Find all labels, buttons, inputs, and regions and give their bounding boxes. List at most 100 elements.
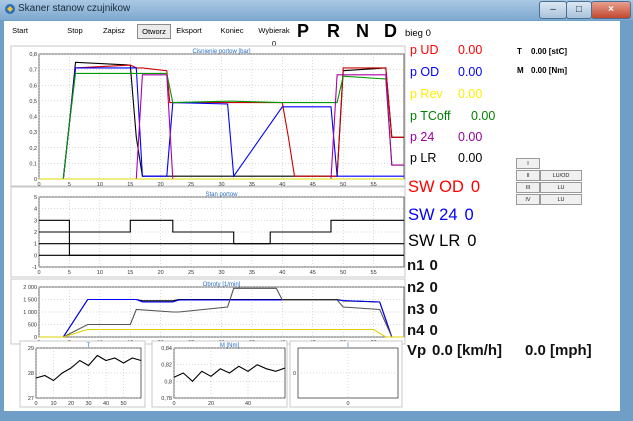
start-button[interactable]: Start — [12, 26, 28, 35]
sw-value: 0 — [464, 206, 474, 224]
vp-kmh: 0.0 [km/h] — [432, 342, 503, 359]
gear-status: bieg 0 — [405, 28, 431, 39]
chart-title: Cisnienie portow [bar] — [192, 49, 250, 55]
clutch-gear-4: IV — [516, 194, 540, 205]
n-label: n1 — [407, 257, 425, 274]
y-tick-label: 28 — [28, 371, 34, 377]
n-value: 0 — [429, 279, 438, 296]
title-bar[interactable]: Skaner stanow czujnikow – □ × — [0, 0, 633, 20]
chart-title: Stan portow — [205, 192, 238, 198]
maximize-icon: □ — [575, 4, 583, 15]
param-label: p TCoff — [410, 109, 451, 123]
y-tick-label: 3 — [34, 218, 37, 224]
n-value: 0 — [429, 301, 438, 318]
chart-3: T 0 10 20 30 40 50 27 28 29 — [19, 340, 146, 408]
series-line-3 — [39, 328, 404, 338]
y-tick-label: 0,6 — [29, 83, 37, 89]
param-row: p 24 0.00 — [410, 130, 482, 144]
sw-value: 0 — [467, 232, 477, 250]
maximize-button[interactable]: □ — [566, 1, 592, 19]
temp-value: 0.00 [stC] — [531, 47, 568, 56]
n-row: n3 0 — [407, 301, 438, 318]
x-tick-label: 5 — [68, 182, 71, 188]
series-line-2 — [39, 67, 404, 180]
sw-label: SW LR — [408, 232, 461, 250]
minimize-button[interactable]: – — [539, 1, 567, 19]
selector-label: Wybierak 0 — [258, 26, 290, 48]
param-value: 0.00 — [471, 109, 496, 123]
x-tick-label: 45 — [310, 270, 316, 276]
x-tick-label: 30 — [85, 401, 91, 407]
sw-label: SW OD — [408, 178, 464, 196]
x-tick-label: 35 — [249, 182, 255, 188]
y-tick-label: 0,84 — [161, 346, 172, 352]
y-tick-label: 29 — [28, 346, 34, 352]
x-tick-label: 10 — [97, 182, 103, 188]
minimize-icon: – — [550, 4, 556, 15]
x-tick-label: 10 — [50, 401, 56, 407]
close-button[interactable]: × — [591, 1, 631, 19]
y-tick-label: 1 000 — [23, 310, 37, 316]
param-row: p TCoff 0.00 — [410, 109, 495, 123]
chart-frame — [10, 278, 406, 345]
chart-frame — [10, 45, 406, 187]
param-value: 0.00 — [458, 65, 483, 79]
param-label: p Rev — [410, 87, 443, 101]
x-tick-label: 20 — [68, 401, 74, 407]
torque-value: 0.00 [Nm] — [531, 66, 568, 75]
clutch-gear-2: II — [516, 170, 540, 181]
x-tick-label: 45 — [310, 182, 316, 188]
vertical-scrollbar[interactable] — [620, 21, 633, 411]
app-icon — [5, 4, 15, 14]
open-button[interactable]: Otworz — [137, 24, 171, 39]
y-tick-label: 0 — [34, 253, 37, 259]
export-button[interactable]: Eksport — [176, 26, 202, 35]
client-area: Start Stop Zapisz Otworz Eksport Koniec … — [4, 21, 620, 411]
sw-row: SW LR 0 — [408, 232, 476, 251]
sw-value: 0 — [470, 178, 481, 196]
x-tick-label: 0 — [172, 401, 175, 407]
series-line-3 — [39, 72, 404, 180]
x-tick-label: 50 — [120, 401, 126, 407]
y-tick-label: 0 — [34, 335, 37, 341]
chart-title: M [Nm] — [220, 343, 240, 349]
x-tick-label: 25 — [188, 270, 194, 276]
x-tick-label: 35 — [249, 270, 255, 276]
clutch-state-4: LU — [540, 194, 582, 205]
n-value: 0 — [429, 257, 438, 274]
chart-title: I — [347, 343, 349, 349]
param-value: 0.00 — [458, 130, 483, 144]
clutch-gear-3: III — [516, 182, 540, 193]
chart-frame — [151, 340, 288, 408]
stop-button[interactable]: Stop — [67, 26, 83, 35]
series-line-0 — [173, 364, 286, 383]
y-tick-label: 0,78 — [161, 396, 172, 402]
n-row: n2 0 — [407, 279, 438, 296]
y-tick-label: 0 — [34, 177, 37, 183]
param-value: 0.00 — [458, 151, 483, 165]
chart-frame — [19, 340, 146, 408]
window-title: Skaner stanow czujnikow — [18, 3, 131, 14]
x-tick-label: 55 — [371, 270, 377, 276]
y-tick-label: 1 — [34, 242, 37, 248]
series-line-0 — [35, 354, 142, 382]
close-icon: × — [608, 4, 614, 15]
x-tick-label: 20 — [158, 182, 164, 188]
save-button[interactable]: Zapisz — [102, 26, 126, 35]
x-tick-label: 50 — [340, 270, 346, 276]
y-tick-label: 0,8 — [29, 52, 37, 58]
chart-frame — [289, 340, 403, 408]
y-tick-label: 500 — [28, 323, 37, 329]
y-tick-label: 5 — [34, 195, 37, 201]
x-tick-label: 40 — [245, 401, 251, 407]
n-row: n4 0 — [407, 322, 438, 339]
y-tick-label: 0,1 — [29, 161, 37, 167]
chart-0: Cisnienie portow [bar] 0 5 10 15 20 25 30 35 40 45… — [10, 45, 406, 188]
exit-button[interactable]: Koniec — [220, 26, 244, 35]
x-tick-label: 25 — [188, 182, 194, 188]
y-tick-label: 0,4 — [29, 115, 37, 121]
gear-r: R — [327, 21, 340, 41]
x-tick-label: 20 — [158, 270, 164, 276]
